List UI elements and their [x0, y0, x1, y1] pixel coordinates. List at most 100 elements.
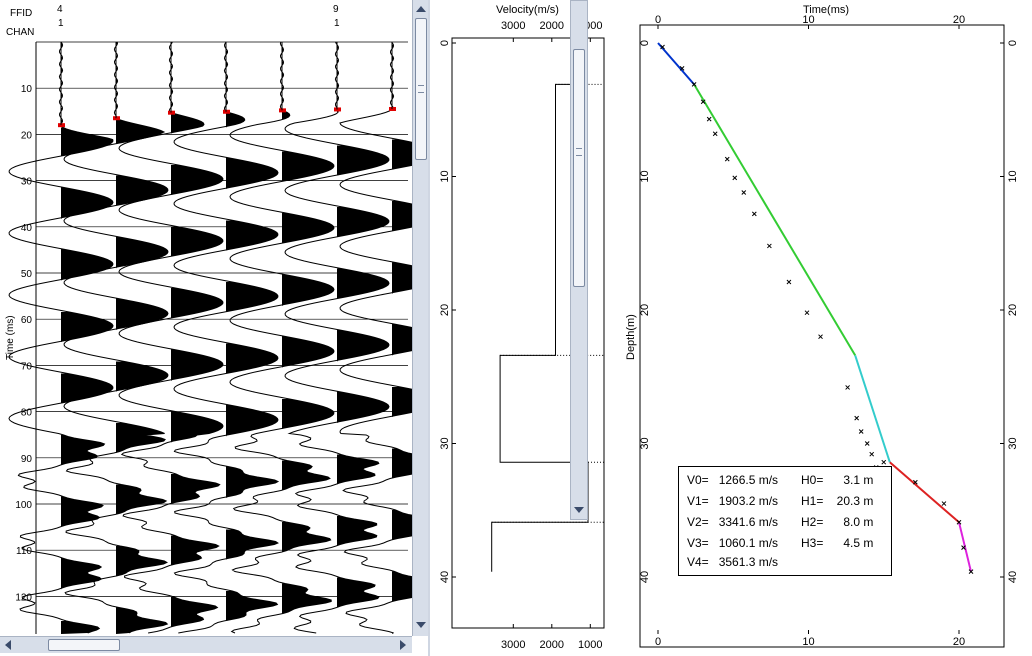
legend-v0: V0= 1266.5 m/s [687, 473, 779, 487]
y-right-tick-label: 10 [1007, 170, 1019, 182]
velocity-axis-title: Velocity(m/s) [496, 4, 559, 16]
x-top-tick-label: 20 [953, 14, 965, 26]
scroll-left-icon[interactable] [5, 640, 11, 650]
time-tick-label: 80 [21, 408, 33, 419]
depth-tick-label: 0 [439, 40, 451, 46]
legend-h0: H0= 3.1 m [801, 473, 874, 487]
data-point-marker [968, 569, 974, 575]
layer-segment-line [958, 522, 972, 572]
x-bottom-tick-label: 10 [802, 636, 814, 648]
seismic-trace [118, 41, 224, 634]
layer-segment-line [693, 83, 857, 356]
seismic-trace-panel: FFID CHAN 4 9 1 1 Time (ms) 10 20 30 40 50 60… [0, 0, 430, 656]
x-bottom-tick-label: 20 [953, 636, 965, 648]
data-point-marker [700, 99, 706, 105]
data-point-marker [913, 479, 918, 485]
data-point-marker [741, 190, 747, 195]
panel-splitter[interactable] [428, 0, 430, 656]
layer-segment-line [889, 461, 960, 524]
trace-fill [171, 42, 223, 627]
y-axis-title: Depth(m) [625, 314, 637, 360]
time-tick-label: 50 [21, 269, 33, 280]
legend-v3: V3= 1060.1 m/s [687, 536, 779, 550]
data-point-marker [881, 459, 887, 465]
data-point-marker [751, 211, 757, 217]
y-left-tick-label: 10 [639, 170, 651, 182]
chan-value-first: 1 [58, 18, 64, 29]
layer-segment-line [657, 42, 695, 86]
time-tick-label: 120 [15, 592, 32, 603]
seismic-vertical-scrollbar[interactable] [412, 0, 429, 636]
velocity-top-tick-label: 3000 [501, 20, 525, 32]
scroll-up-icon[interactable] [416, 6, 426, 12]
time-tick-label: 30 [21, 177, 33, 188]
time-depth-panel: Time(ms) Depth(m) 0 0 10 10 20 20 0 0 10 10 20 20 30… [618, 0, 1032, 656]
y-right-tick-label: 20 [1007, 304, 1019, 316]
data-point-marker [786, 279, 792, 285]
x-top-tick-label: 10 [802, 14, 814, 26]
data-point-marker [961, 545, 966, 550]
velocity-top-tick-label: 2000 [540, 20, 564, 32]
legend-h1: H1= 20.3 m [801, 494, 874, 508]
scroll-right-icon[interactable] [400, 640, 406, 650]
time-tick-label: 10 [21, 84, 33, 95]
velocity-bottom-tick-label: 1000 [578, 639, 602, 651]
data-point-marker [941, 501, 947, 506]
seismic-hscroll-thumb[interactable] [48, 639, 120, 651]
data-point-marker [724, 156, 730, 162]
ffid-value-first: 4 [57, 4, 63, 15]
x-axis-title: Time(ms) [803, 4, 849, 16]
depth-tick-label: 30 [439, 437, 451, 449]
data-point-marker [712, 131, 718, 137]
y-axis-label: Time (ms) [5, 315, 16, 360]
legend-h3: H3= 4.5 m [801, 536, 874, 550]
depth-tick-label: 10 [439, 170, 451, 182]
data-point-marker [804, 310, 810, 316]
x-top-tick-label: 0 [655, 14, 661, 26]
time-tick-label: 70 [21, 361, 33, 372]
y-left-tick-label: 0 [639, 40, 651, 46]
y-right-tick-label: 30 [1007, 437, 1019, 449]
depth-tick-label: 40 [439, 571, 451, 583]
seismic-horizontal-scrollbar[interactable] [0, 636, 412, 653]
velocity-profile: Velocity(m/s) 0 10 20 30 40 3000 2000 1000 3000 2… [439, 4, 605, 651]
chan-label: CHAN [6, 27, 35, 38]
time-tick-label: 100 [15, 500, 32, 511]
data-point-marker [706, 116, 712, 122]
time-tick-label: 90 [21, 454, 33, 465]
data-point-marker [660, 44, 665, 50]
seismic-vscroll-thumb[interactable] [415, 18, 427, 160]
velocity-vertical-scrollbar[interactable] [570, 0, 588, 520]
legend-v1: V1= 1903.2 m/s [687, 494, 779, 508]
time-tick-label: 110 [16, 546, 32, 557]
data-point-marker [691, 82, 697, 87]
trace-fill [392, 45, 412, 634]
y-right-tick-label: 0 [1007, 40, 1019, 46]
chan-value-last: 1 [334, 18, 340, 29]
y-left-tick-label: 20 [639, 304, 651, 316]
seismic-traces: Time (ms) 10 20 30 40 50 60 70 80 90 100 110 120 [5, 41, 412, 634]
trace-fill [61, 43, 113, 634]
x-bottom-tick-label: 0 [655, 636, 661, 648]
ffid-value-last: 9 [333, 4, 339, 15]
y-right-tick-label: 40 [1007, 571, 1019, 583]
trace-fill [226, 51, 278, 621]
data-point-marker [845, 385, 850, 390]
depth-tick-label: 20 [439, 304, 451, 316]
legend-h2: H2= 8.0 m [801, 515, 874, 529]
velocity-bottom-tick-label: 2000 [540, 639, 564, 651]
velocity-scroll-down-icon[interactable] [574, 507, 584, 513]
time-tick-label: 60 [21, 315, 33, 326]
scroll-down-icon[interactable] [416, 622, 426, 628]
time-tick-label: 40 [21, 223, 33, 234]
data-point-marker [767, 243, 772, 249]
velocity-bottom-tick-label: 3000 [501, 639, 525, 651]
y-left-tick-label: 30 [639, 437, 651, 449]
velocity-vscroll-thumb[interactable] [573, 49, 585, 287]
y-left-tick-label: 40 [639, 571, 651, 583]
trace-fill [116, 42, 168, 634]
data-point-marker [818, 334, 823, 340]
data-point-marker [732, 175, 738, 181]
data-point-marker [864, 441, 870, 446]
data-point-marker [869, 451, 875, 457]
